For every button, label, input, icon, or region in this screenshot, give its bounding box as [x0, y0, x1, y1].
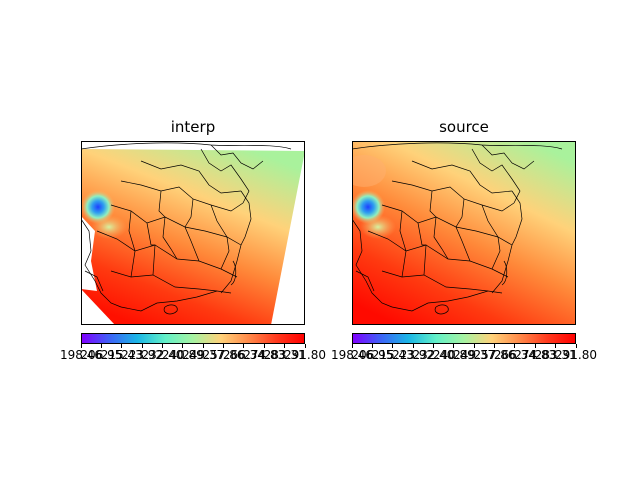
colorbar-tick: [514, 344, 516, 348]
colorbar-tick: [534, 344, 536, 348]
map-frame-source: [352, 141, 576, 325]
panel-title-interp: interp: [170, 118, 216, 136]
colorbar-tick: [182, 344, 184, 348]
colorbar-interp: [81, 333, 305, 344]
colorbar-tick: [141, 344, 143, 348]
colorbar-tick: [223, 344, 225, 348]
colorbar-tick: [432, 344, 434, 348]
colorbar-tick-label: 215.43: [371, 348, 414, 362]
colorbar-tick: [80, 344, 82, 348]
colorbar-tick: [453, 344, 455, 348]
colorbar-tick-label: 274.83: [243, 348, 286, 362]
colorbar-tick-label: 223.92: [392, 348, 435, 362]
colorbar-tick-label: 240.89: [161, 348, 204, 362]
colorbar-tick-label: 215.43: [100, 348, 143, 362]
colorbar-tick: [351, 344, 353, 348]
colorbar-tick-label: 232.40: [412, 348, 455, 362]
colorbar-tick: [473, 344, 475, 348]
colorbar-tick: [161, 344, 163, 348]
colorbar-tick-label: 198.46: [60, 348, 102, 362]
colorbar-tick-label: 206.95: [80, 348, 123, 362]
colorbar-tick-label: 206.95: [351, 348, 394, 362]
colorbar-tick: [371, 344, 373, 348]
colorbar-tick-label: 257.86: [473, 348, 516, 362]
colorbar-tick-label: 266.34: [493, 348, 536, 362]
colorbar-tick: [263, 344, 265, 348]
colorbar-tick: [243, 344, 245, 348]
colorbar-tick-label: 198.46: [331, 348, 373, 362]
colorbar-tick-label: 249.37: [453, 348, 496, 362]
map-interp: [81, 141, 305, 325]
colorbar-tick-label: 266.34: [222, 348, 265, 362]
colorbar-tick: [392, 344, 394, 348]
colorbar-tick: [100, 344, 102, 348]
map-frame-interp: [81, 141, 305, 325]
colorbar-tick-label: 291.80: [284, 348, 326, 362]
panel-title-source: source: [439, 118, 489, 136]
colorbar-tick-label: 257.86: [202, 348, 245, 362]
colorbar-tick-label: 274.83: [514, 348, 557, 362]
colorbar-tick-label: 223.92: [121, 348, 164, 362]
colorbar-tick: [412, 344, 414, 348]
interp-field: [81, 149, 305, 325]
colorbar-tick-label: 240.89: [432, 348, 475, 362]
colorbar-tick: [202, 344, 204, 348]
map-source: [352, 141, 576, 325]
colorbar-tick-label: 232.40: [141, 348, 184, 362]
colorbar-tick-label: 283.31: [534, 348, 577, 362]
colorbar-tick-label: 291.80: [555, 348, 597, 362]
colorbar-tick: [555, 344, 557, 348]
colorbar-tick: [121, 344, 123, 348]
colorbar-tick-label: 249.37: [182, 348, 225, 362]
colorbar-tick: [284, 344, 286, 348]
colorbar-tick: [304, 344, 306, 348]
colorbar-tick-label: 283.31: [263, 348, 306, 362]
colorbar-source: [352, 333, 576, 344]
colorbar-tick: [494, 344, 496, 348]
colorbar-tick: [575, 344, 577, 348]
